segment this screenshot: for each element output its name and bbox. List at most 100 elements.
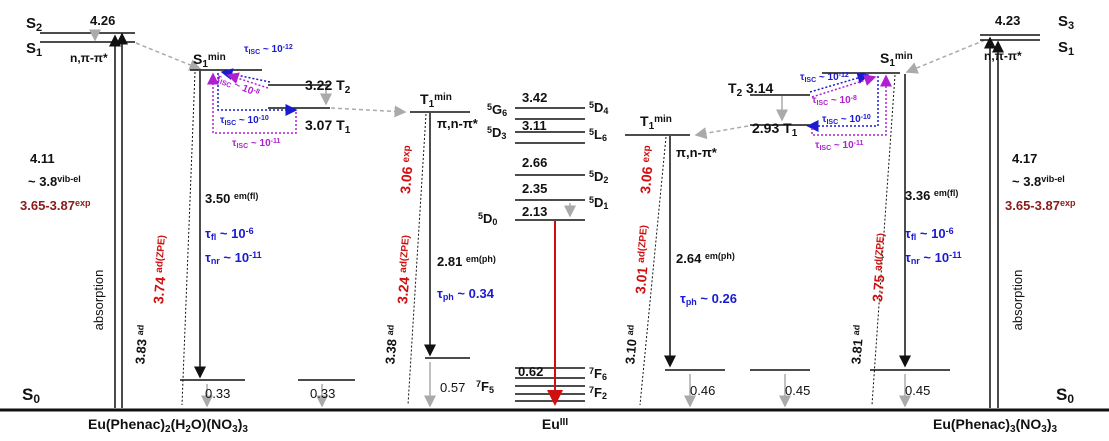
superscript: ad — [135, 324, 146, 335]
label: T2 3.14 — [728, 80, 773, 99]
label: 3.75 ad(ZPE) — [869, 233, 891, 303]
subscript: 3 — [1051, 424, 1057, 435]
label: 5D3 — [487, 125, 506, 141]
label: 2.64 em(ph) — [676, 251, 735, 266]
label: τfl ~ 10-6 — [205, 226, 254, 242]
superscript: 5 — [589, 127, 594, 137]
dashed-line — [181, 71, 196, 406]
label: 3.65-3.87exp — [20, 198, 91, 213]
text: 4.26 — [90, 13, 115, 28]
text: 3.83 — [132, 335, 149, 365]
label: 7F6 — [589, 366, 607, 382]
text: D — [594, 169, 603, 184]
label: 3.83 ad — [132, 324, 150, 365]
text: ~ 10 — [838, 114, 861, 125]
text: 3.38 — [382, 335, 399, 365]
text: τ — [822, 114, 827, 125]
subscript: 1 — [345, 125, 351, 136]
superscript: exp — [640, 145, 652, 163]
subscript: 2 — [185, 424, 191, 435]
text: ~ 10 — [831, 140, 854, 151]
label: τISC ~ 10-12 — [800, 72, 849, 84]
text: ~ 10 — [236, 115, 259, 126]
superscript: min — [654, 114, 672, 125]
text: ~ 10 — [230, 79, 255, 98]
superscript: min — [895, 51, 913, 62]
subscript: 3 — [1010, 424, 1016, 435]
text: 3.10 — [622, 335, 639, 365]
text: D — [492, 125, 501, 140]
label: τfl ~ 10-6 — [905, 226, 954, 242]
label: 3.07 T1 — [305, 117, 351, 136]
text: Eu — [542, 416, 560, 432]
text: τ — [812, 95, 817, 106]
superscript: -8 — [851, 95, 857, 102]
text: 0.45 — [785, 383, 810, 398]
label: S2 — [26, 15, 42, 34]
superscript: -8 — [252, 87, 260, 96]
subscript: 2 — [602, 391, 607, 401]
superscript: 5 — [478, 211, 483, 221]
text: 3.65-3.87 — [1005, 198, 1060, 213]
label: π,n-π* — [437, 116, 479, 131]
label: 5D2 — [589, 169, 608, 185]
text: τ — [680, 291, 686, 306]
label: τph ~ 0.26 — [680, 291, 737, 307]
label: 2.93 T1 — [752, 120, 798, 139]
text: 3.11 — [522, 118, 547, 133]
text: S — [26, 40, 36, 57]
label: 3.36 em(fl) — [905, 188, 958, 203]
text: 2.13 — [522, 204, 547, 219]
text: 3.14 — [742, 80, 773, 96]
text: 3.65-3.87 — [20, 198, 75, 213]
text: τ — [205, 250, 211, 265]
text: τ — [815, 140, 820, 151]
label: 5G6 — [487, 102, 507, 118]
superscript: exp — [75, 198, 91, 208]
text: 3.01 — [632, 262, 651, 294]
superscript: III — [560, 417, 569, 428]
label: τnr ~ 10-11 — [205, 250, 262, 266]
label: 2.35 — [522, 181, 547, 196]
subscript: ISC — [819, 145, 831, 152]
text: D — [594, 100, 603, 115]
subscript: 3 — [232, 424, 238, 435]
text: D — [594, 195, 603, 210]
subscript: ISC — [224, 120, 236, 127]
text: τ — [800, 72, 805, 83]
text: 2.93 T — [752, 120, 792, 136]
subscript: fl — [211, 232, 217, 242]
label: 3.74 ad(ZPE) — [150, 235, 172, 305]
text: 2.35 — [522, 181, 547, 196]
text: ~ 10 — [248, 138, 271, 149]
label: S0 — [1056, 385, 1074, 406]
label: 4.11 — [30, 151, 55, 166]
dashed-line — [407, 113, 427, 406]
superscript: ad(ZPE) — [153, 235, 167, 274]
text: T — [420, 91, 429, 107]
subscript: ISC — [826, 119, 838, 126]
text: F — [594, 366, 602, 381]
superscript: ad(ZPE) — [872, 233, 886, 272]
label: 3.38 ad — [382, 324, 400, 365]
superscript: 5 — [487, 125, 492, 135]
label: Eu(Phenac)3(NO3)3 — [933, 416, 1057, 435]
text: ~ 10 — [816, 72, 839, 83]
label: S1 — [1058, 39, 1074, 58]
text: τ — [437, 286, 443, 301]
subscript: 5 — [489, 385, 494, 395]
superscript: 7 — [476, 379, 481, 389]
label: π,n-π* — [676, 145, 718, 160]
superscript: vib-el — [1041, 174, 1065, 184]
subscript: 6 — [602, 372, 607, 382]
subscript: 3 — [242, 424, 248, 435]
label: τISC ~ 10-10 — [822, 114, 871, 126]
subscript: 2 — [165, 424, 171, 435]
text: 0.57 — [440, 380, 465, 395]
subscript: ph — [443, 292, 454, 302]
text: 3.06 — [397, 162, 416, 194]
label: 4.23 — [995, 13, 1020, 28]
label: 5D4 — [589, 100, 608, 116]
subscript: 2 — [603, 175, 608, 185]
label: 0.62 — [518, 364, 543, 379]
